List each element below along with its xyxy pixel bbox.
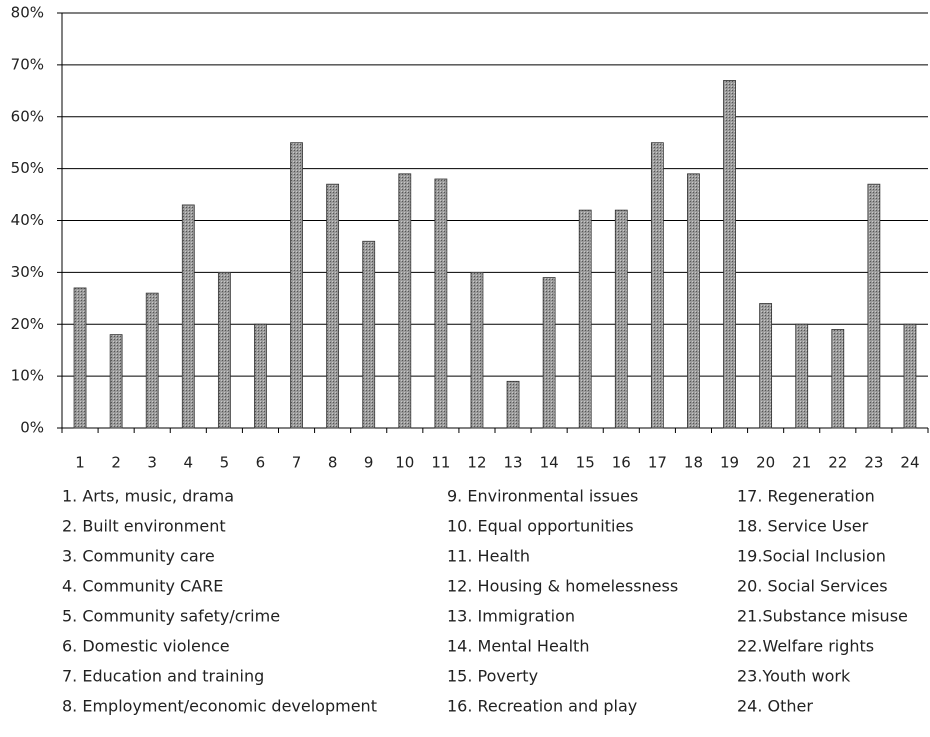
x-tick-label: 15	[576, 454, 595, 472]
x-tick-label: 16	[612, 454, 631, 472]
bar	[542, 277, 556, 429]
bar	[362, 240, 376, 429]
bar	[759, 303, 773, 429]
key-item: 17. Regeneration	[737, 487, 875, 506]
key-item: 19.Social Inclusion	[737, 547, 886, 566]
x-tick-label: 21	[792, 454, 811, 472]
bar	[650, 142, 664, 429]
bar	[795, 323, 809, 429]
x-tick-label: 4	[184, 454, 194, 472]
bar	[290, 142, 303, 429]
x-tick-label: 10	[395, 454, 414, 472]
bar	[434, 178, 448, 429]
y-tick-label: 70%	[11, 55, 44, 73]
key-item: 2. Built environment	[62, 517, 226, 536]
key-item: 14. Mental Health	[447, 637, 589, 656]
key-item: 21.Substance misuse	[737, 607, 908, 626]
y-tick-label: 50%	[11, 159, 44, 177]
y-tick-label: 0%	[20, 419, 44, 437]
bar	[73, 287, 87, 429]
x-tick-label: 24	[900, 454, 919, 472]
key-item: 4. Community CARE	[62, 577, 223, 596]
key-item: 5. Community safety/crime	[62, 607, 280, 626]
key-item: 20. Social Services	[737, 577, 888, 596]
bar	[398, 173, 412, 429]
x-tick-label: 5	[220, 454, 230, 472]
key-item: 11. Health	[447, 547, 530, 566]
key-item: 3. Community care	[62, 547, 215, 566]
bar	[903, 323, 917, 429]
bar	[723, 80, 736, 429]
key-item: 1. Arts, music, drama	[62, 487, 234, 506]
bar	[831, 329, 845, 429]
x-tick-label: 8	[328, 454, 338, 472]
key-item: 9. Environmental issues	[447, 487, 638, 506]
x-tick-label: 17	[648, 454, 667, 472]
x-tick-label: 20	[756, 454, 775, 472]
key-item: 15. Poverty	[447, 667, 538, 686]
bar	[145, 292, 159, 429]
x-tick-label: 1	[75, 454, 85, 472]
x-tick-label: 11	[431, 454, 450, 472]
x-tick-label: 14	[540, 454, 559, 472]
key-item: 22.Welfare rights	[737, 637, 874, 656]
bar	[506, 380, 520, 429]
key-item: 23.Youth work	[737, 667, 851, 686]
key-item: 6. Domestic violence	[62, 637, 230, 656]
bar	[326, 183, 340, 429]
key-item: 10. Equal opportunities	[447, 517, 634, 536]
x-tick-label: 2	[111, 454, 121, 472]
x-tick-label: 9	[364, 454, 374, 472]
bar	[217, 271, 231, 429]
y-tick-label: 10%	[11, 367, 44, 385]
x-tick-label: 18	[684, 454, 703, 472]
bar	[578, 209, 592, 429]
bar	[181, 204, 195, 429]
x-tick-label: 7	[292, 454, 302, 472]
x-tick-label: 6	[256, 454, 266, 472]
y-tick-label: 80%	[11, 4, 44, 22]
key-item: 24. Other	[737, 697, 813, 716]
y-tick-label: 60%	[11, 107, 44, 125]
key-item: 18. Service User	[737, 517, 869, 536]
x-tick-label: 19	[720, 454, 739, 472]
y-tick-label: 20%	[11, 315, 44, 333]
x-tick-label: 23	[864, 454, 883, 472]
x-tick-label: 3	[147, 454, 157, 472]
y-tick-label: 30%	[11, 263, 44, 281]
key-item: 13. Immigration	[447, 607, 575, 626]
key-item: 7. Education and training	[62, 667, 264, 686]
bar	[614, 209, 628, 429]
x-tick-label: 22	[828, 454, 847, 472]
key-item: 16. Recreation and play	[447, 697, 637, 716]
y-tick-label: 40%	[11, 211, 44, 229]
key-item: 12. Housing & homelessness	[447, 577, 678, 596]
bar	[687, 173, 700, 429]
bar	[254, 323, 267, 429]
x-tick-label: 12	[467, 454, 486, 472]
bar	[867, 183, 881, 429]
key-item: 8. Employment/economic development	[62, 697, 377, 716]
bar	[109, 334, 123, 429]
bar	[470, 271, 484, 429]
x-tick-label: 13	[503, 454, 522, 472]
